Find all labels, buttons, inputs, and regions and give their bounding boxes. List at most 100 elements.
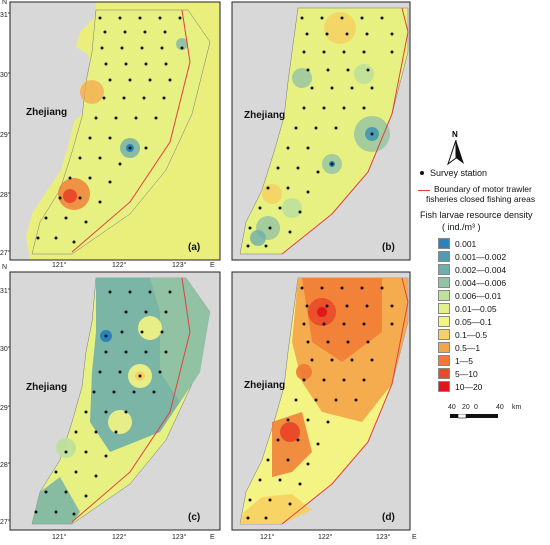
lat-tick-a-28: 28° [0,192,11,199]
scale-unit: km [512,404,522,411]
legend-class-label: 0.05—0.1 [455,316,492,327]
legend-class-swatch [438,303,450,314]
legend-class-swatch [438,355,450,366]
legend: Survey station Boundary of motor trawler… [418,168,550,398]
legend-class-row: 5—10 [438,368,478,379]
stations-b [246,16,394,248]
lat-tick-a-27: 27° [0,250,11,257]
panel-letter-a: (a) [188,242,201,253]
scale-tick-40-left: 40 [448,404,456,411]
legend-class-swatch [438,251,450,262]
closure-boundary-b [281,7,409,255]
legend-density-unit: ( ind./m³ ) [442,222,481,232]
legend-class-swatch [438,264,450,275]
lon-tick-c-121: 121° [52,534,67,541]
map-panel-b: Zhejiang (b) [231,1,411,261]
scale-bar-graphic [450,414,498,419]
closure-boundary-c [71,277,191,523]
legend-density-title: Fish larvae resource density [420,210,533,220]
legend-class-row: 0.01—0.05 [438,303,497,314]
legend-class-label: 0.1—0.5 [455,329,488,340]
panel-letter-c: (c) [188,512,201,523]
survey-station-dot-icon [420,171,424,175]
legend-class-swatch [438,329,450,340]
legend-boundary-line2: fisheries closed fishing areas [426,194,536,204]
legend-class-label: 10—20 [455,381,483,392]
legend-class-row: 0.006—0.01 [438,290,501,301]
legend-survey-row: Survey station [420,168,487,178]
closure-boundary-a [181,9,191,63]
lon-tick-a-123: 123° [172,262,187,269]
legend-class-swatch [438,290,450,301]
stations-d [246,286,394,520]
closure-boundary-d [281,277,409,525]
legend-class-swatch [438,342,450,353]
north-tick-label-a: N [2,0,8,6]
map-panel-a: Zhejiang (a) [9,1,221,261]
legend-class-label: 0.5—1 [455,342,481,353]
north-label: N [452,130,458,139]
map-panel-c: Zhejiang (c) [9,271,221,531]
legend-class-row: 0.002—0.004 [438,264,506,275]
province-label-b: Zhejiang [244,110,286,121]
lon-tick-c-122: 122° [112,534,127,541]
lon-tick-a-121: 121° [52,262,67,269]
legend-class-label: 5—10 [455,368,478,379]
lat-tick-c-30: 30° [0,346,11,353]
scale-bar: 40 20 0 40 km [448,404,548,428]
legend-class-row: 0.1—0.5 [438,329,487,340]
legend-class-swatch [438,381,450,392]
legend-boundary-line1: Boundary of motor trawler [434,184,532,194]
lon-tick-d-123: 123° [376,534,391,541]
legend-class-label: 0.001 [455,238,477,249]
legend-class-row: 0.004—0.006 [438,277,506,288]
north-tick-label-c: N [2,264,8,271]
lat-tick-c-27: 27° [0,519,11,526]
lat-tick-a-29: 29° [0,132,11,139]
legend-class-label: 0.001—0.002 [455,251,507,262]
legend-class-label: 0.01—0.05 [455,303,497,314]
lon-tick-d-122: 122° [318,534,333,541]
legend-class-row: 1—5 [438,355,473,366]
lat-tick-a-31: 31° [0,12,11,19]
boundary-line-icon [418,190,430,191]
scale-tick-40-right: 40 [496,404,504,411]
legend-class-row: 0.5—1 [438,342,480,353]
legend-class-swatch [438,316,450,327]
panel-letter-b: (b) [382,242,395,253]
legend-class-label: 0.004—0.006 [455,277,507,288]
legend-class-row: 10—20 [438,381,482,392]
scale-tick-20: 20 [462,404,470,411]
lat-tick-c-29: 29° [0,405,11,412]
stations-a [36,16,184,244]
legend-class-swatch [438,238,450,249]
map-panel-d: Zhejiang (d) [231,271,411,531]
east-label-d: E [412,534,417,541]
legend-class-row: 0.001 [438,238,476,249]
lat-tick-a-30: 30° [0,72,11,79]
east-label-c: E [210,534,215,541]
map-a-svg [9,1,221,261]
lon-tick-a-122: 122° [112,262,127,269]
lon-tick-c-123: 123° [172,534,187,541]
panel-letter-d: (d) [382,512,395,523]
lat-tick-c-31: 31° [0,288,11,295]
legend-class-label: 0.006—0.01 [455,290,502,301]
legend-survey-label: Survey station [430,168,488,178]
province-label-d: Zhejiang [244,380,286,391]
legend-class-swatch [438,277,450,288]
legend-class-label: 1—5 [455,355,473,366]
north-arrow-icon [447,139,464,166]
map-d-svg [231,271,411,531]
map-b-svg [231,1,411,261]
province-label-a: Zhejiang [26,107,68,118]
map-c-svg [9,271,221,531]
lon-tick-d-121: 121° [260,534,275,541]
legend-class-label: 0.002—0.004 [455,264,507,275]
legend-class-swatch [438,368,450,379]
scale-tick-0: 0 [474,404,478,411]
stations-c [34,290,172,516]
lat-tick-c-28: 28° [0,462,11,469]
east-label-a: E [210,262,215,269]
legend-class-row: 0.05—0.1 [438,316,492,327]
